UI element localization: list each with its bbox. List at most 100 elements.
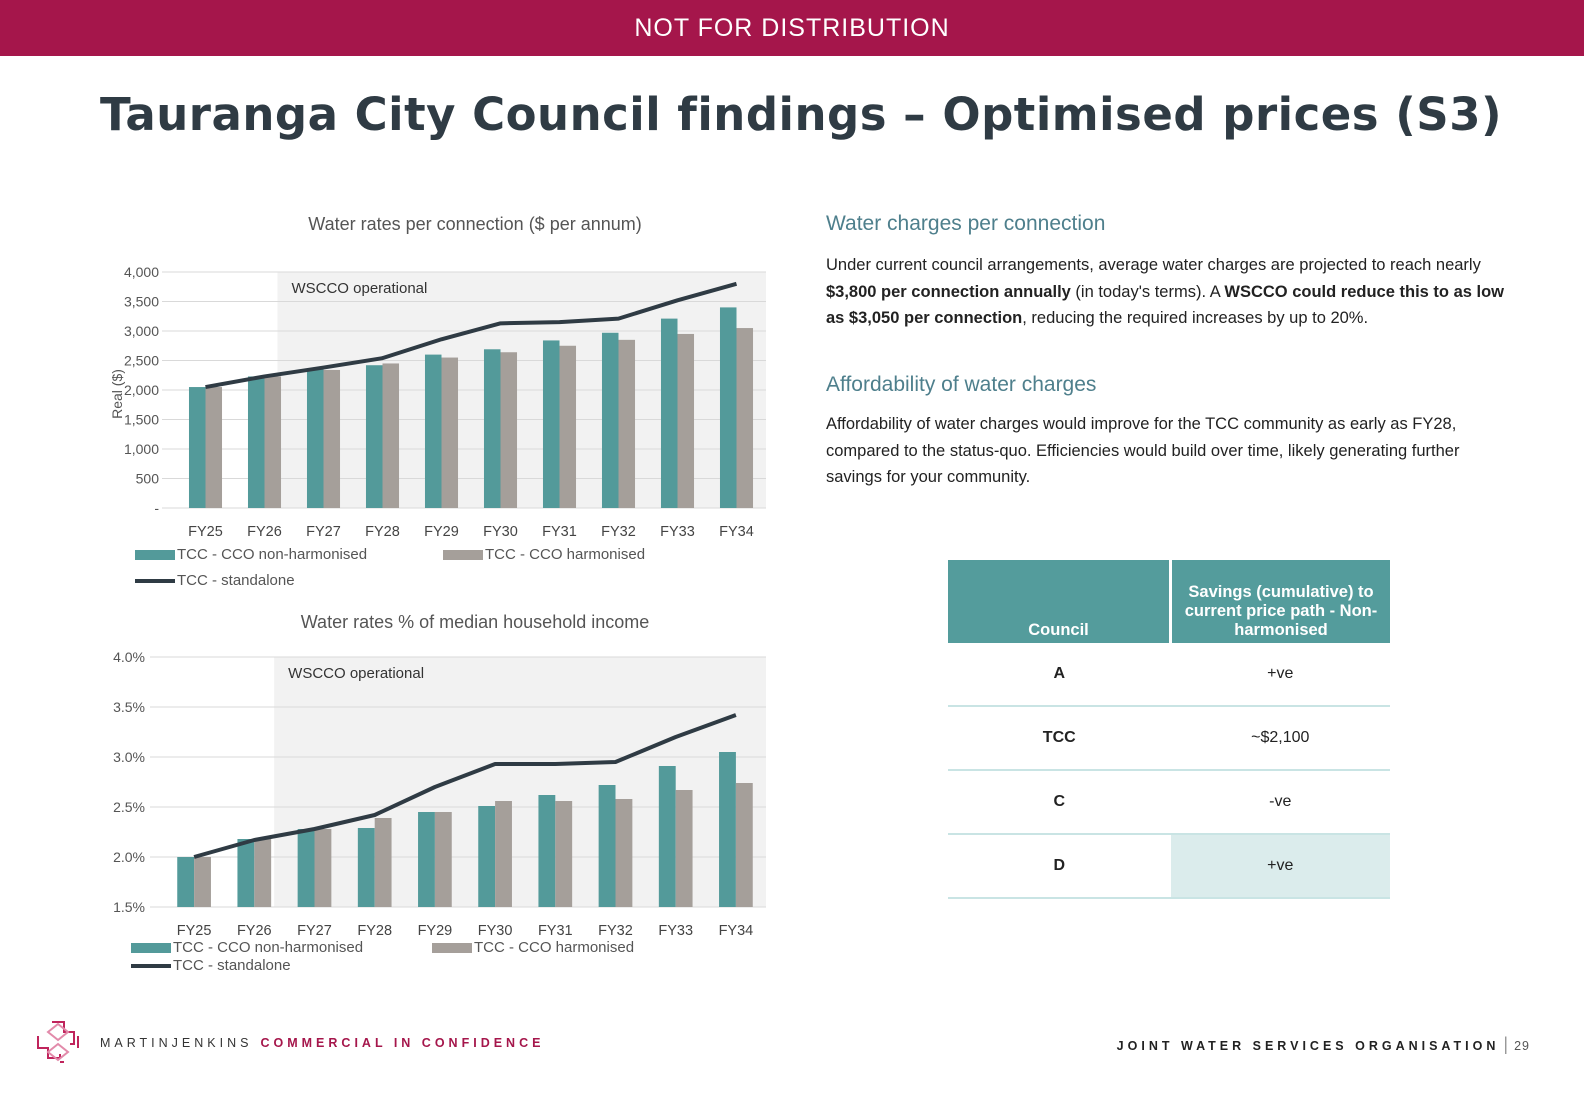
savings-cell: -ve xyxy=(1170,770,1390,835)
footer-org: JOINT WATER SERVICES ORGANISATION | 29 xyxy=(1117,1034,1530,1055)
bar xyxy=(194,857,211,907)
martinjenkins-logo-icon xyxy=(37,1021,79,1063)
legend-label: TCC - standalone xyxy=(177,572,295,589)
bar xyxy=(555,801,573,907)
charges-heading: Water charges per connection xyxy=(826,212,1106,235)
council-cell: C xyxy=(948,770,1171,835)
bar xyxy=(598,785,616,907)
bar xyxy=(658,766,676,907)
bar xyxy=(365,365,383,508)
charges-paragraph: Under current council arrangements, aver… xyxy=(826,256,1505,327)
x-tick-label: FY25 xyxy=(177,923,212,939)
chart2-title: Water rates % of median household income xyxy=(300,612,650,632)
bar xyxy=(677,333,695,508)
legend-label: TCC - standalone xyxy=(173,957,291,974)
legend-swatch xyxy=(443,550,483,560)
table-row: A +ve xyxy=(948,643,1390,707)
bar xyxy=(538,795,556,907)
x-tick-label: FY25 xyxy=(188,524,223,540)
bar xyxy=(374,818,392,907)
bar xyxy=(618,339,636,508)
shaded-region-label: WSCCO operational xyxy=(288,665,424,682)
legend-label: TCC - CCO harmonised xyxy=(474,939,634,956)
bar xyxy=(254,839,272,907)
y-tick-label: 2,000 xyxy=(124,382,159,398)
legend-label: TCC - CCO non-harmonised xyxy=(173,939,363,956)
y-tick-label: 3,500 xyxy=(124,294,159,310)
savings-table: Council Savings (cumulative) to current … xyxy=(948,560,1390,899)
bar xyxy=(719,307,737,508)
bar xyxy=(177,857,195,907)
council-cell: TCC xyxy=(948,706,1171,771)
legend-label: TCC - CCO non-harmonised xyxy=(177,546,367,563)
shaded-region-label: WSCCO operational xyxy=(291,280,427,297)
bar xyxy=(247,376,265,508)
affordability-heading: Affordability of water charges xyxy=(826,373,1097,396)
table-row: TCC ~$2,100 xyxy=(948,706,1390,771)
x-tick-label: FY33 xyxy=(660,524,695,540)
y-tick-label: 4.0% xyxy=(113,649,145,665)
x-tick-label: FY31 xyxy=(542,524,577,540)
bar xyxy=(314,829,332,907)
y-tick-label: 3.5% xyxy=(113,699,145,715)
x-tick-label: FY34 xyxy=(719,524,754,540)
bar xyxy=(237,839,255,907)
bar xyxy=(424,354,442,508)
chart1-water-rates-per-connection: WSCCO operational - 500 1,000 1,500 2,000 2,50… xyxy=(109,264,766,589)
x-tick-label: FY27 xyxy=(306,524,341,540)
footer-brand: MARTINJENKINS COMMERCIAL IN CONFIDENCE xyxy=(100,1036,544,1050)
y-tick-label: 2,500 xyxy=(124,353,159,369)
legend-swatch xyxy=(135,550,175,560)
y-axis-label: Real ($) xyxy=(109,369,125,419)
y-tick-label: 2.5% xyxy=(113,799,145,815)
footer-separator: | xyxy=(1503,1034,1509,1054)
legend-swatch xyxy=(131,943,171,953)
y-tick-label: 3.0% xyxy=(113,749,145,765)
distribution-banner: NOT FOR DISTRIBUTION xyxy=(0,0,1584,56)
council-cell: A xyxy=(948,643,1171,707)
bar xyxy=(297,829,315,907)
bar xyxy=(323,369,341,508)
affordability-paragraph: Affordability of water charges would imp… xyxy=(826,415,1460,486)
savings-cell: +ve xyxy=(1170,643,1390,707)
x-tick-label: FY30 xyxy=(478,923,513,939)
brand-name: MARTINJENKINS xyxy=(100,1036,253,1050)
bar xyxy=(500,352,518,508)
x-tick-label: FY33 xyxy=(658,923,693,939)
table-row: C -ve xyxy=(948,770,1390,835)
page-title: Tauranga City Council findings – Optimis… xyxy=(100,88,1503,141)
bar xyxy=(675,790,693,907)
bar xyxy=(495,801,512,907)
x-tick-label: FY34 xyxy=(719,923,754,939)
y-tick-label: 3,000 xyxy=(124,323,159,339)
chart1-title: Water rates per connection ($ per annum) xyxy=(308,214,642,234)
bar xyxy=(306,368,324,508)
bar xyxy=(660,318,678,508)
y-tick-label: 1,500 xyxy=(124,412,159,428)
series-line xyxy=(193,713,737,859)
x-tick-label: FY28 xyxy=(357,923,392,939)
x-tick-label: FY32 xyxy=(598,923,633,939)
chart2-water-rates-income: WSCCO operational 1.5% 2.0% 2.5% 3.0% 3.5% 4.0… xyxy=(113,649,766,974)
series-line xyxy=(205,281,738,390)
y-tick-label: 2.0% xyxy=(113,849,145,865)
bar xyxy=(434,812,452,907)
bar xyxy=(441,357,459,508)
x-tick-label: FY28 xyxy=(365,524,400,540)
page-number: 29 xyxy=(1514,1039,1530,1053)
bar xyxy=(205,387,223,508)
savings-cell: +ve xyxy=(1170,834,1390,899)
table-header-savings: Savings (cumulative) to current price pa… xyxy=(1170,560,1390,643)
table-header-council: Council xyxy=(948,560,1172,643)
y-tick-label: 4,000 xyxy=(124,264,159,280)
bar xyxy=(542,340,560,508)
x-tick-label: FY29 xyxy=(424,524,459,540)
bar xyxy=(478,806,496,907)
table-row: D +ve xyxy=(948,834,1390,899)
y-tick-label: 1.5% xyxy=(113,899,145,915)
bar xyxy=(615,799,633,907)
x-tick-label: FY31 xyxy=(538,923,573,939)
council-cell: D xyxy=(948,834,1171,899)
legend-swatch xyxy=(432,943,472,953)
legend-label: TCC - CCO harmonised xyxy=(485,546,645,563)
